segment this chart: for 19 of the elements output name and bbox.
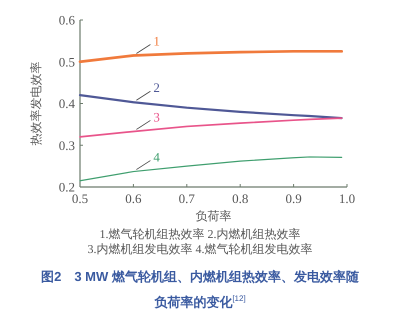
x-tick-label: 0.8 (232, 191, 248, 206)
line-series (78, 50, 344, 64)
x-tick-label: 0.6 (125, 191, 142, 206)
text: 3.内燃机组发电效率 4.燃气轮机组发电效率 (86, 242, 314, 257)
text: 图2 3 MW 燃气轮机组、内燃机组热效率、发电效率随负荷率的变化$^{[12]}$ (40, 268, 360, 312)
x-tick-label: 0.9 (285, 191, 302, 206)
x-tick-label: 0.7 (178, 191, 196, 206)
series-label: 1 (153, 33, 160, 48)
y-tick-label: 0.6 (58, 12, 76, 28)
x-axis-title: 负荷率 (196, 209, 232, 223)
x-tick-label: 1.0 (338, 191, 356, 206)
y-tick-label: 0.4 (58, 96, 76, 111)
text: 1.燃气轮机组热效率 2.内燃机组热效率 (98, 227, 302, 242)
y-tick-label: 0.5 (58, 54, 75, 70)
y-tick-label: 0.3 (58, 138, 75, 153)
series-label: 4 (153, 150, 160, 165)
y-axis-title: 热效率发电效率 (29, 62, 43, 146)
series-label: 3 (153, 109, 160, 124)
series-label: 2 (153, 80, 160, 96)
